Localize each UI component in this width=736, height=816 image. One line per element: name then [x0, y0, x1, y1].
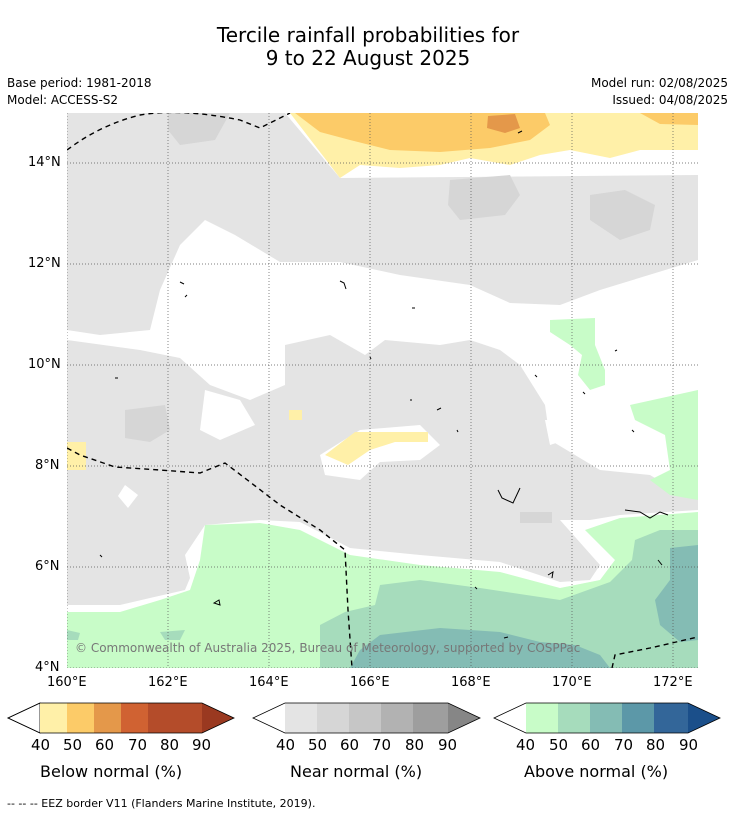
cb2-tick-50: 50	[308, 736, 328, 754]
cb3-tick-80: 80	[646, 736, 666, 754]
below-normal-region-east	[640, 113, 698, 125]
lon-label-168e: 168°E	[451, 675, 491, 690]
lon-label-162e: 162°E	[148, 675, 188, 690]
above-normal-region-northeast	[550, 318, 605, 390]
copyright-notice: © Commonwealth of Australia 2025, Bureau…	[75, 641, 581, 655]
lat-label-14n: 14°N	[28, 155, 61, 170]
cb1-tick-50: 50	[63, 736, 83, 754]
colorbar-above-normal	[493, 702, 721, 734]
cb3-tick-40: 40	[516, 736, 536, 754]
cb3-tick-60: 60	[581, 736, 601, 754]
eez-border	[67, 113, 698, 668]
colorbar-below-normal	[7, 702, 235, 734]
below-normal-region-north-60	[487, 114, 520, 133]
below-normal-region-north-50	[295, 113, 550, 152]
cb2-tick-80: 80	[405, 736, 425, 754]
map-gridlines	[67, 113, 698, 668]
cb2-tick-70: 70	[372, 736, 392, 754]
above-normal-region-east	[630, 390, 698, 500]
cb3-label: Above normal (%)	[524, 762, 669, 781]
above-normal-region-east-60	[655, 545, 698, 642]
cb1-tick-80: 80	[160, 736, 180, 754]
lat-label-10n: 10°N	[28, 357, 61, 372]
below-normal-patch-small	[289, 410, 302, 420]
near-normal-region-north	[67, 113, 698, 335]
map-plot	[67, 113, 698, 668]
white-gap-2	[118, 485, 138, 508]
cb2-label: Near normal (%)	[290, 762, 423, 781]
model-run-date: Model run: 02/08/2025	[590, 76, 728, 90]
cb1-tick-60: 60	[95, 736, 115, 754]
map-title-line1: Tercile rainfall probabilities for	[216, 23, 520, 47]
above-normal-region-south-60	[350, 628, 610, 668]
cb1-tick-40: 40	[31, 736, 51, 754]
cb2-tick-60: 60	[340, 736, 360, 754]
white-gap-4	[545, 420, 565, 445]
lat-label-12n: 12°N	[28, 256, 61, 271]
lat-label-4n: 4°N	[35, 660, 60, 675]
lon-label-166e: 166°E	[350, 675, 390, 690]
base-period: Base period: 1981-2018	[7, 76, 152, 90]
cb3-tick-90: 90	[679, 736, 699, 754]
map-title-line2: 9 to 22 August 2025	[265, 46, 471, 70]
near-normal-patch-5	[520, 512, 552, 523]
cb1-tick-70: 70	[128, 736, 148, 754]
lat-label-6n: 6°N	[35, 559, 60, 574]
lon-label-160e: 160°E	[47, 675, 87, 690]
near-normal-patch-4	[125, 405, 170, 442]
cb3-tick-50: 50	[549, 736, 569, 754]
lon-label-172e: 172°E	[653, 675, 693, 690]
near-normal-patch-2	[590, 190, 655, 240]
eez-footnote: -- -- -- EEZ border V11 (Flanders Marine…	[7, 797, 316, 810]
cb2-tick-90: 90	[438, 736, 458, 754]
below-normal-patch-west	[67, 442, 86, 470]
model-name: Model: ACCESS-S2	[7, 93, 119, 107]
cb2-tick-40: 40	[276, 736, 296, 754]
lon-label-170e: 170°E	[552, 675, 592, 690]
above-normal-patch-southwest	[160, 630, 185, 640]
island-outlines	[99, 130, 669, 639]
near-normal-patch-1	[448, 175, 520, 220]
lat-label-8n: 8°N	[35, 458, 60, 473]
colorbar-near-normal	[252, 702, 481, 734]
cb1-label: Below normal (%)	[40, 762, 183, 781]
near-normal-patch-3	[168, 113, 230, 145]
above-normal-patch-south-west2	[67, 630, 80, 640]
white-gap-1	[200, 390, 255, 440]
cb3-tick-70: 70	[614, 736, 634, 754]
lon-label-164e: 164°E	[249, 675, 289, 690]
below-normal-patch-mid	[325, 432, 428, 465]
cb1-tick-90: 90	[192, 736, 212, 754]
issued-date: Issued: 04/08/2025	[612, 93, 728, 107]
